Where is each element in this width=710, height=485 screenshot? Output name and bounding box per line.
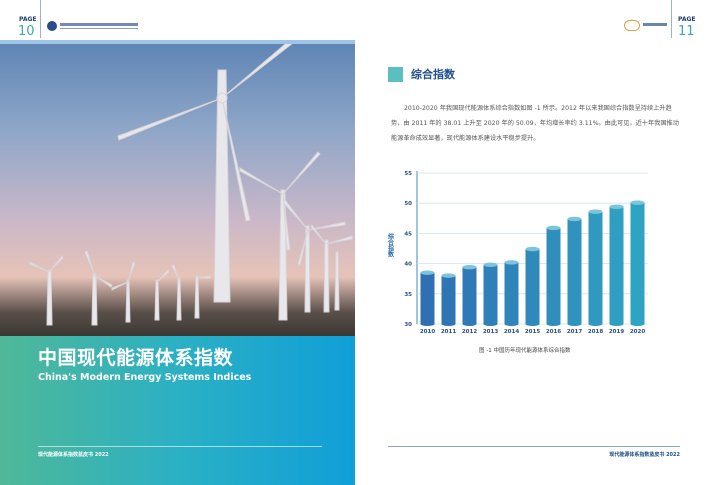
- bar-top-cap: [609, 204, 624, 210]
- bar-base: [441, 322, 456, 326]
- institute-logo-wordmark: [60, 23, 138, 26]
- bar-top-cap: [462, 265, 477, 270]
- x-tick-label: 2010: [420, 329, 435, 335]
- bar-base: [504, 322, 519, 326]
- header-divider: [40, 0, 41, 38]
- y-axis-label: 综合指数: [387, 233, 394, 259]
- composite-index-chart: 30 35 40 45 50 55 综合指数 2010 2011 2012 2013 2014 2015…: [387, 171, 648, 335]
- institute-logo-subtitle: [60, 28, 138, 29]
- x-tick-label: 2013: [483, 329, 498, 335]
- partner-logo-icon: [624, 20, 640, 31]
- bar-top-cap: [546, 225, 561, 231]
- y-tick-label: 35: [404, 292, 412, 298]
- bar-2019: [609, 206, 624, 324]
- bar-2011: [441, 275, 456, 324]
- y-tick-label: 45: [404, 231, 412, 237]
- x-tick-label: 2011: [441, 329, 456, 335]
- bar-top-cap: [630, 200, 645, 205]
- title-en: China's Modern Energy Systems Indices: [38, 372, 252, 383]
- x-tick-label: 2015: [525, 329, 540, 335]
- wind-turbine-photo: [0, 39, 355, 336]
- section-title: 综合指数: [411, 68, 455, 81]
- bar-base: [525, 322, 540, 326]
- title-cn: 中国现代能源体系指数: [38, 347, 234, 369]
- bar-base: [462, 322, 477, 326]
- bar-2017: [567, 218, 582, 324]
- x-tick-label: 2019: [609, 329, 624, 335]
- y-tick-label: 40: [404, 262, 412, 268]
- x-tick-label: 2020: [630, 329, 645, 335]
- header-divider-right: [671, 0, 672, 38]
- page-number-left: 10: [18, 24, 35, 39]
- bar-2012: [462, 267, 477, 324]
- bar-2016: [546, 227, 561, 324]
- institute-logo-icon: [47, 21, 57, 31]
- bar-top-cap: [525, 246, 540, 252]
- bar-top-cap: [504, 260, 519, 265]
- bar-top-cap: [441, 273, 456, 278]
- bar-top-cap: [567, 216, 582, 222]
- bar-2014: [504, 262, 519, 324]
- x-tick-label: 2016: [546, 329, 561, 335]
- page-label-right: PAGE: [678, 16, 696, 23]
- bar-2010: [420, 272, 435, 324]
- footer-right: 现代能源体系指数蓝皮书 2022: [609, 452, 680, 458]
- y-tick-label: 50: [404, 201, 412, 207]
- bar-2018: [588, 211, 603, 324]
- x-tick-label: 2012: [462, 329, 477, 335]
- y-tick-label: 55: [404, 171, 412, 177]
- page-number-right: 11: [678, 24, 695, 39]
- footer-divider-left: [38, 446, 322, 447]
- bar-base: [546, 322, 561, 326]
- bar-base: [630, 322, 645, 326]
- x-tick-label: 2014: [504, 329, 519, 335]
- bar-top-cap: [588, 209, 603, 214]
- body-paragraph: 2010-2020 年我国现代能源体系综合指数如图 -1 所示。2012 年以来…: [391, 105, 679, 142]
- y-tick-label: 30: [404, 322, 412, 328]
- x-tick-label: 2017: [567, 329, 582, 335]
- x-tick-label: 2018: [588, 329, 603, 335]
- figure-caption: 图 -1 中国历年现代能源体系综合指数: [479, 348, 571, 354]
- bar-top-cap: [420, 270, 435, 275]
- bar-2020: [630, 202, 645, 324]
- page-label-left: PAGE: [19, 16, 37, 23]
- bar-base: [420, 322, 435, 326]
- bar-2013: [483, 264, 498, 324]
- bar-base: [567, 322, 582, 326]
- title-panel: 中国现代能源体系指数 China's Modern Energy Systems…: [0, 336, 355, 485]
- bar-top-cap: [483, 262, 498, 268]
- bar-base: [483, 322, 498, 326]
- bar-base: [588, 322, 603, 326]
- footer-divider-right: [388, 446, 680, 447]
- bar-2015: [525, 249, 540, 324]
- partner-logo-wordmark: [643, 23, 667, 26]
- footer-left: 现代能源体系指数蓝皮书 2022: [38, 452, 109, 458]
- section-marker-icon: [388, 67, 403, 82]
- photo-top-strip: [0, 40, 355, 44]
- bar-base: [609, 322, 624, 326]
